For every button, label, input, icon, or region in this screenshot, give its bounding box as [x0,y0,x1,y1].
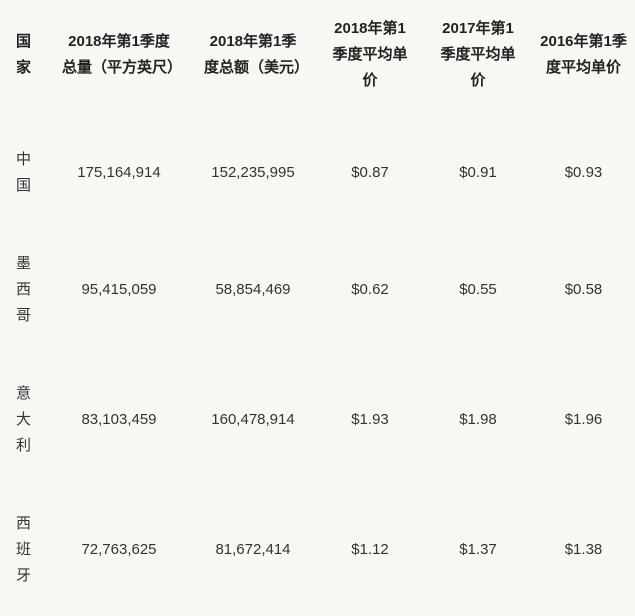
value-cell: 160,478,914 [211,411,295,428]
header-country: 国家 [16,33,32,76]
table-row: 意大利 83,103,459 160,478,914 $1.93 $1.98 $… [0,344,635,496]
table-row: 墨西哥 95,415,059 58,854,469 $0.62 $0.55 $0… [0,236,635,344]
avg-price-2018-cell: $1.12 [351,541,389,558]
value-cell: 81,672,414 [215,541,291,558]
avg-price-2017-cell: $1.98 [459,411,497,428]
value-cell: 58,854,469 [215,281,291,298]
country-cell: 中国 [16,151,32,194]
header-q1-2016-avg-price: 2016年第1季度平均单价 [540,33,627,76]
country-cell: 西班牙 [16,515,32,584]
header-q1-2018-volume: 2018年第1季度总量（平方英尺） [62,33,183,76]
avg-price-2017-cell: $0.91 [459,164,497,181]
volume-cell: 95,415,059 [81,281,157,298]
avg-price-2016-cell: $1.38 [564,541,603,558]
header-q1-2018-avg-price: 2018年第1季度平均单价 [332,20,408,89]
avg-price-2018-cell: $0.62 [351,281,389,298]
avg-price-2016-cell: $0.93 [564,164,603,181]
avg-price-2018-cell: $1.93 [351,411,389,428]
avg-price-2017-cell: $0.55 [459,281,497,298]
volume-cell: 72,763,625 [81,541,157,558]
value-cell: 152,235,995 [211,164,295,181]
volume-cell: 83,103,459 [81,411,157,428]
table-row: 西班牙 72,763,625 81,672,414 $1.12 $1.37 $1… [0,496,635,604]
country-cell: 墨西哥 [16,255,32,324]
table-header-row: 国家 2018年第1季度总量（平方英尺） 2018年第1季度总额（美元） 201… [0,0,635,110]
volume-cell: 175,164,914 [77,164,161,181]
avg-price-2018-cell: $0.87 [351,164,389,181]
header-q1-2017-avg-price: 2017年第1季度平均单价 [440,20,516,89]
avg-price-2017-cell: $1.37 [459,541,497,558]
header-q1-2018-value: 2018年第1季度总额（美元） [204,33,310,76]
country-cell: 意大利 [16,385,32,454]
avg-price-2016-cell: $0.58 [564,281,603,298]
table-row: 中国 175,164,914 152,235,995 $0.87 $0.91 $… [0,110,635,236]
avg-price-2016-cell: $1.96 [564,411,603,428]
